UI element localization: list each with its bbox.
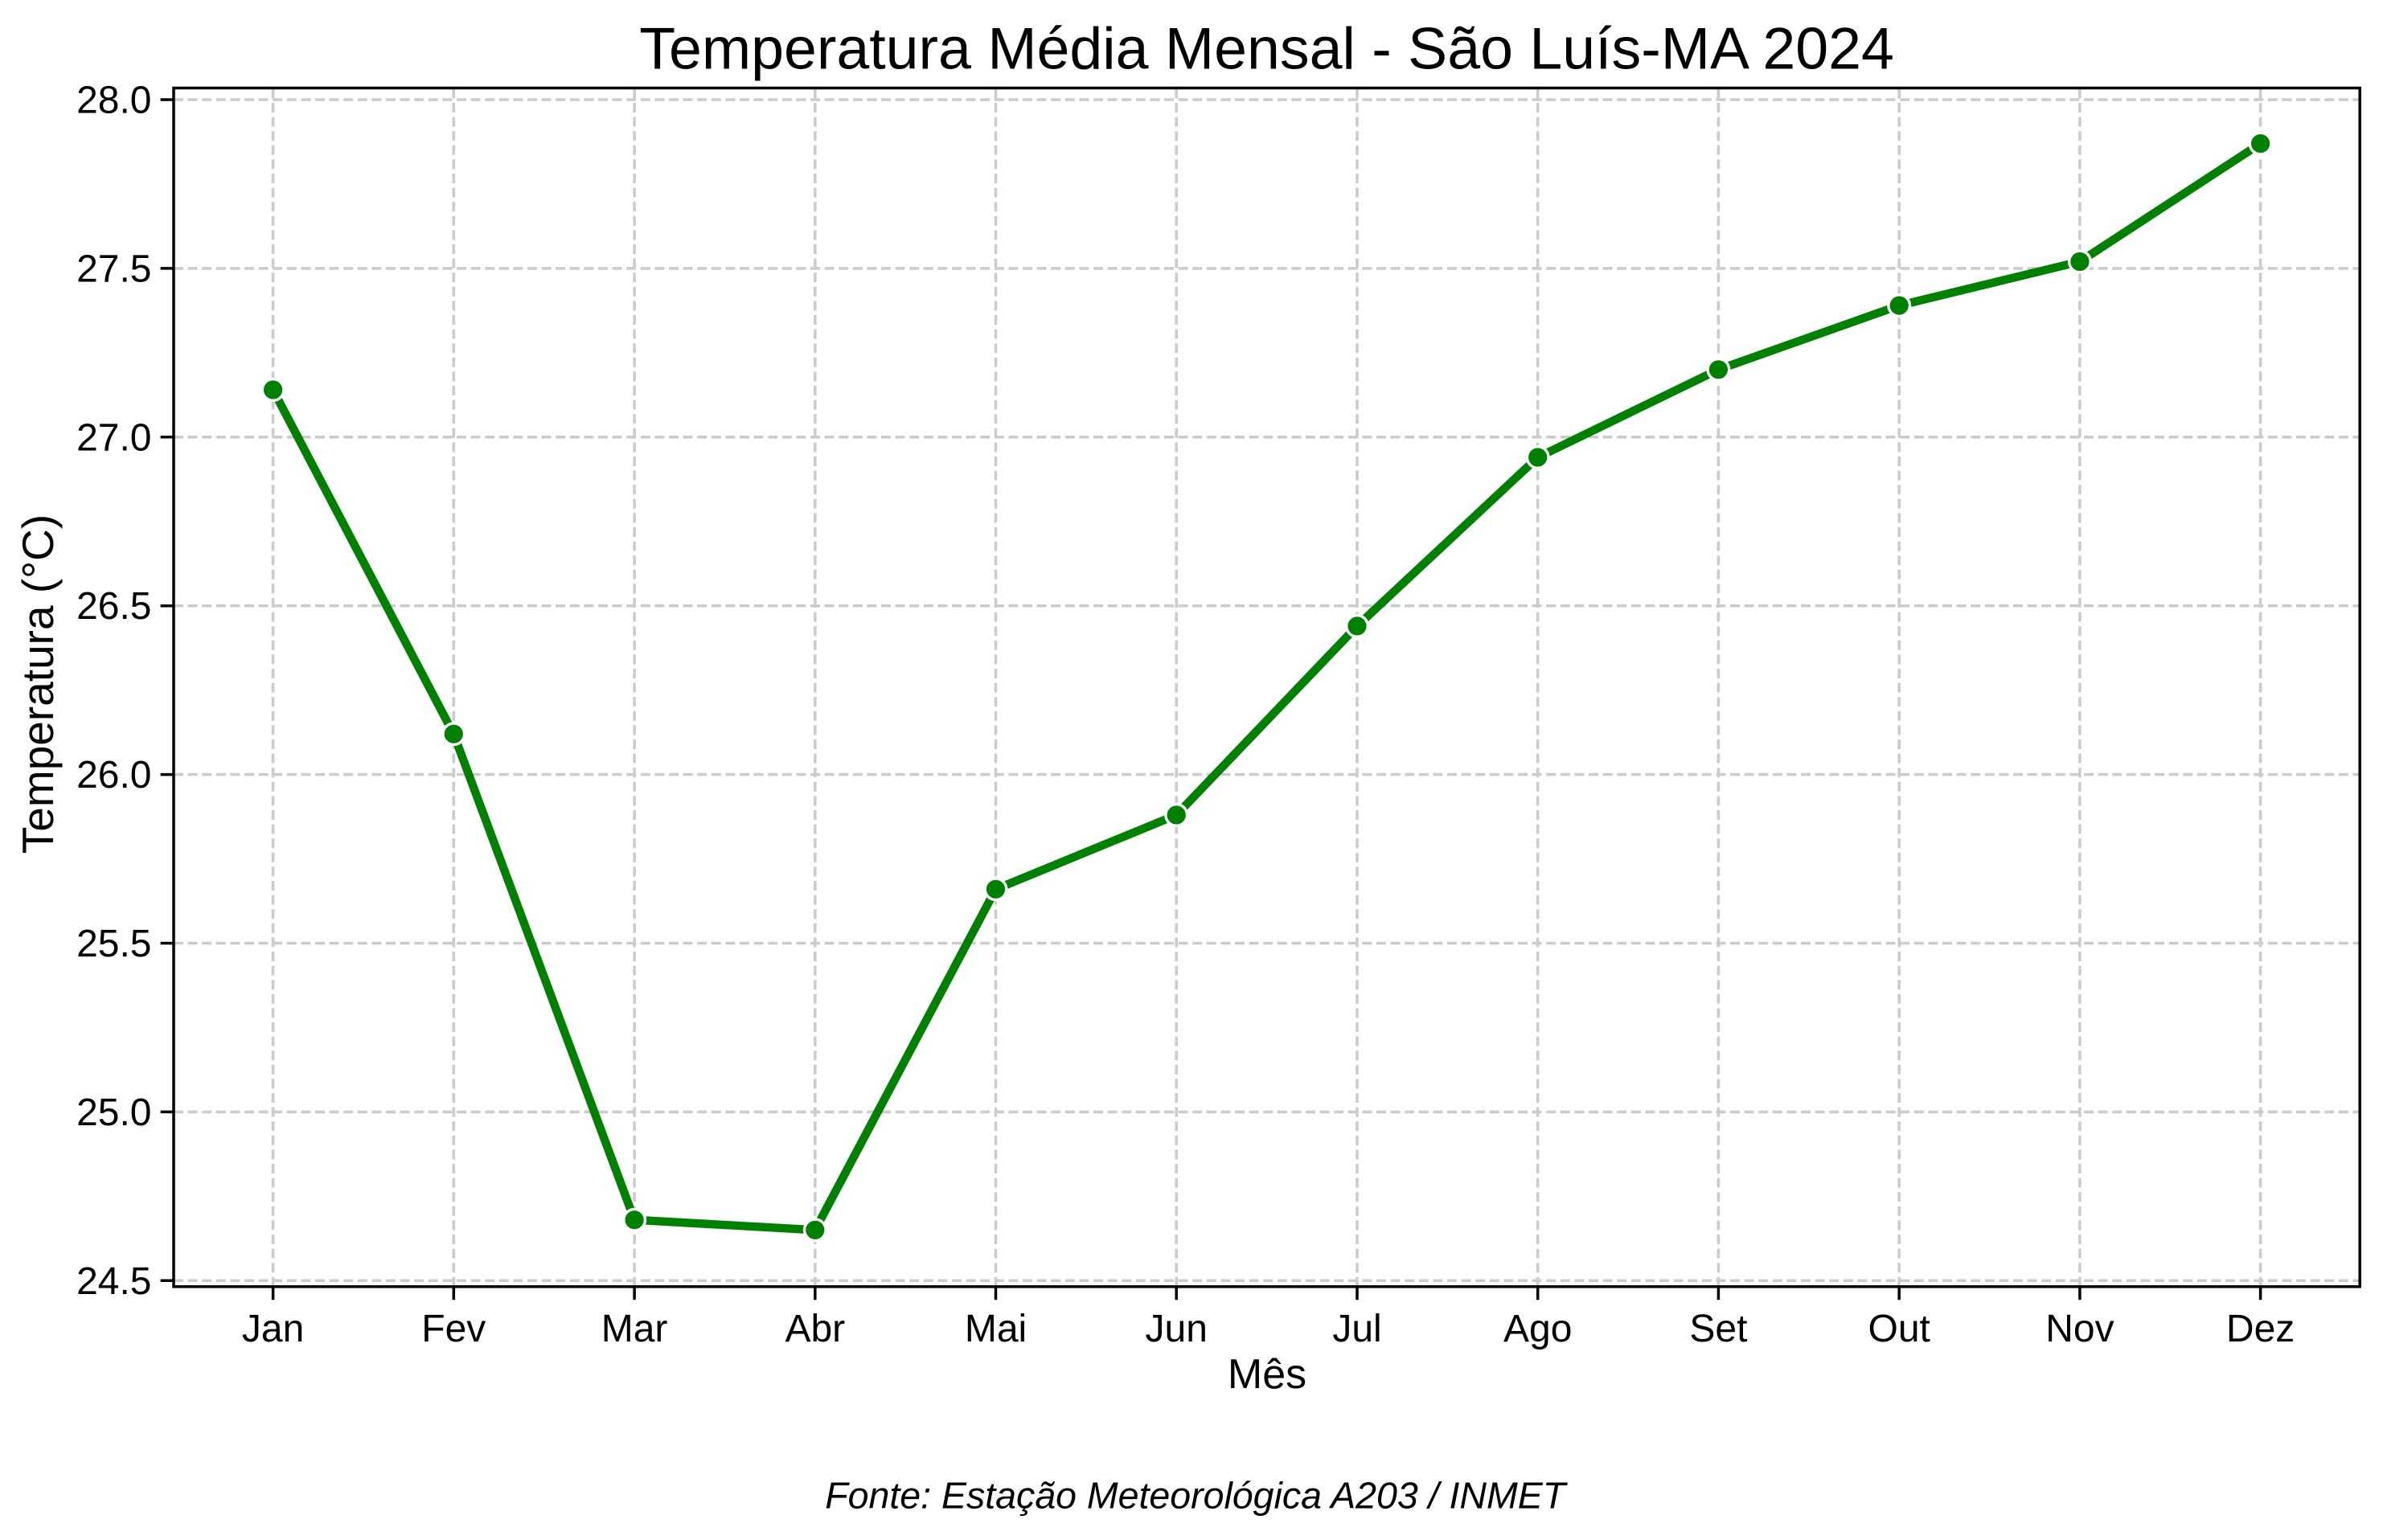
svg-text:Mai: Mai: [965, 1308, 1027, 1350]
svg-text:Ago: Ago: [1503, 1308, 1572, 1350]
svg-text:Jun: Jun: [1146, 1308, 1208, 1350]
svg-text:Abr: Abr: [785, 1308, 845, 1350]
svg-text:Out: Out: [1868, 1308, 1930, 1350]
svg-text:25.0: 25.0: [76, 1092, 151, 1134]
svg-text:26.0: 26.0: [76, 754, 151, 797]
svg-text:Temperatura (°C): Temperatura (°C): [13, 514, 63, 854]
svg-text:Dez: Dez: [2226, 1308, 2295, 1350]
svg-text:Jul: Jul: [1332, 1308, 1381, 1350]
svg-text:26.5: 26.5: [76, 585, 151, 628]
svg-text:Fev: Fev: [421, 1308, 486, 1350]
svg-text:24.5: 24.5: [76, 1260, 151, 1303]
svg-text:Temperatura Média Mensal - São: Temperatura Média Mensal - São Luís-MA 2…: [639, 15, 1894, 82]
svg-text:Mês: Mês: [1228, 1351, 1306, 1398]
svg-text:Set: Set: [1689, 1308, 1747, 1350]
svg-text:27.5: 27.5: [76, 248, 151, 290]
svg-text:Fonte: Estação Meteorológica A: Fonte: Estação Meteorológica A203 / INME…: [825, 1475, 1569, 1517]
svg-text:Nov: Nov: [2045, 1308, 2114, 1350]
svg-text:27.0: 27.0: [76, 416, 151, 459]
svg-text:Jan: Jan: [242, 1308, 304, 1350]
svg-text:Mar: Mar: [601, 1308, 668, 1350]
svg-text:25.5: 25.5: [76, 923, 151, 965]
svg-text:28.0: 28.0: [76, 80, 151, 122]
